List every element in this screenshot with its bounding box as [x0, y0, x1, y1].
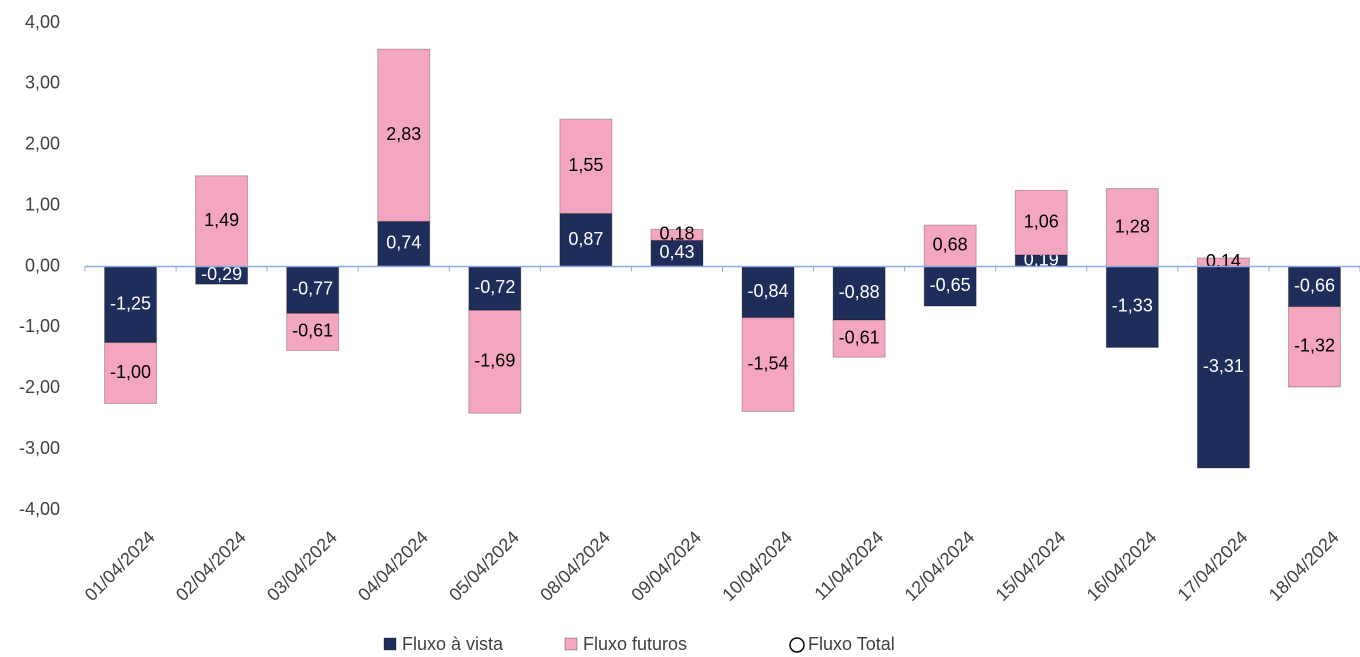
bar-segment — [832, 319, 886, 358]
bar-segment — [195, 175, 249, 267]
x-tick-label: 10/04/2024 — [718, 527, 796, 605]
x-tick-label: 18/04/2024 — [1265, 527, 1343, 605]
y-tick-label: -4,00 — [19, 499, 60, 519]
data-label: 0,74 — [386, 233, 421, 253]
bar-segment — [741, 317, 795, 412]
bar-segment — [741, 266, 795, 319]
y-tick-label: 0,00 — [25, 255, 60, 275]
data-label: -3,31 — [1203, 356, 1244, 376]
data-label: 0,43 — [659, 242, 694, 262]
data-label: 2,83 — [386, 124, 421, 144]
data-label: -0,29 — [201, 264, 242, 284]
data-label: -1,33 — [1112, 296, 1153, 316]
data-label: -0,77 — [292, 279, 333, 299]
x-tick-label: 11/04/2024 — [810, 527, 887, 604]
data-label: 0,14 — [1206, 251, 1241, 271]
data-label: -0,88 — [839, 282, 880, 302]
legend-label: Fluxo futuros — [583, 634, 687, 654]
x-tick-label: 01/04/2024 — [81, 527, 159, 605]
x-tick-label: 17/04/2024 — [1174, 527, 1252, 605]
x-tick-label: 08/04/2024 — [536, 527, 614, 605]
legend-swatch — [383, 637, 397, 651]
x-tick-label: 16/04/2024 — [1083, 527, 1161, 605]
y-tick-label: -1,00 — [19, 316, 60, 336]
bar-segment — [1014, 189, 1068, 256]
y-tick-label: -2,00 — [19, 377, 60, 397]
x-tick-label: 15/04/2024 — [992, 527, 1070, 605]
data-label: -0,61 — [292, 321, 333, 341]
data-label: -0,61 — [839, 327, 880, 347]
bar-segment — [377, 48, 431, 222]
data-label: 0,68 — [933, 235, 968, 255]
x-tick-label: 05/04/2024 — [445, 527, 523, 605]
y-tick-label: 2,00 — [25, 134, 60, 154]
data-label: 0,18 — [659, 224, 694, 244]
data-label: -1,54 — [748, 353, 789, 373]
bar-segment — [104, 342, 158, 404]
bar-segment — [650, 228, 704, 241]
y-tick-label: 4,00 — [25, 12, 60, 32]
legend-swatch — [564, 637, 578, 651]
bar-segment — [1287, 306, 1341, 388]
x-tick-label: 02/04/2024 — [172, 527, 250, 605]
bar-segment — [1196, 266, 1250, 469]
data-label: 1,28 — [1115, 216, 1150, 236]
x-tick-label: 12/04/2024 — [901, 527, 979, 605]
x-tick-label: 09/04/2024 — [627, 527, 705, 605]
bar-segment — [1105, 188, 1159, 267]
bar-segment — [1105, 266, 1159, 348]
data-label: -0,72 — [474, 277, 515, 297]
legend-label: Fluxo Total — [808, 634, 895, 654]
data-label: -0,66 — [1294, 275, 1335, 295]
data-label: -1,25 — [110, 293, 151, 313]
bar-segment — [286, 266, 340, 314]
bar-segment — [559, 118, 613, 215]
data-label: -0,84 — [748, 281, 789, 301]
data-label: 1,55 — [568, 155, 603, 175]
legend-swatch — [789, 637, 805, 653]
data-label: -1,00 — [110, 362, 151, 382]
bar-segment — [104, 266, 158, 344]
data-label: -0,65 — [930, 275, 971, 295]
x-tick-label: 03/04/2024 — [263, 527, 341, 605]
data-label: 1,06 — [1024, 211, 1059, 231]
legend-label: Fluxo à vista — [402, 634, 504, 654]
bar-segment — [286, 312, 340, 352]
y-tick-label: 1,00 — [25, 194, 60, 214]
y-tick-label: -3,00 — [19, 438, 60, 458]
x-tick-label: 04/04/2024 — [354, 527, 432, 605]
bar-segment — [468, 309, 522, 414]
data-label: 0,87 — [568, 229, 603, 249]
data-label: 1,49 — [204, 210, 239, 230]
data-label: -1,69 — [474, 351, 515, 371]
bar-segment — [923, 266, 977, 307]
y-tick-label: 3,00 — [25, 73, 60, 93]
data-label: -1,32 — [1294, 336, 1335, 356]
